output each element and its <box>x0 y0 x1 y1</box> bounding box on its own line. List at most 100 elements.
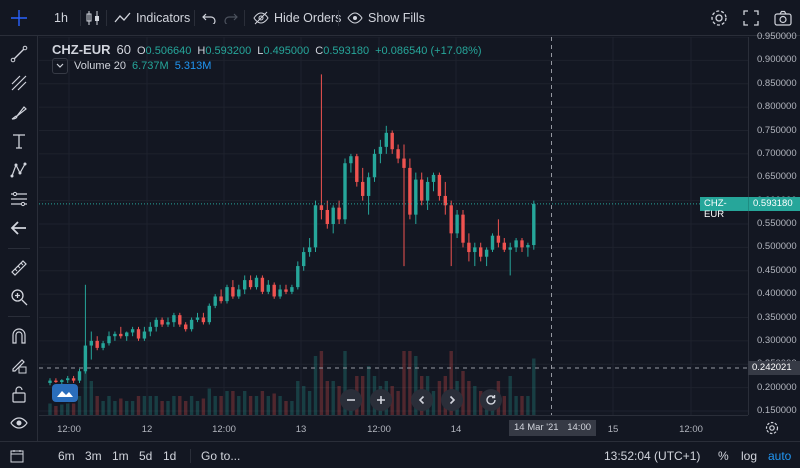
candle-body <box>496 235 501 243</box>
symbol-name[interactable]: CHZ-EUR <box>52 42 111 57</box>
candle-body <box>71 378 76 381</box>
volume-bar <box>296 381 300 415</box>
volume-bar <box>189 396 194 415</box>
fib-retracement-icon[interactable] <box>9 73 29 93</box>
candle-body <box>184 324 188 330</box>
open-key: O <box>136 45 146 57</box>
magnet-icon[interactable] <box>9 326 29 346</box>
indicators-button[interactable]: Indicators <box>114 8 190 28</box>
range-3m-button[interactable]: 3m <box>85 449 102 463</box>
indicators-label: Indicators <box>136 11 191 25</box>
tradingview-logo-icon[interactable] <box>52 384 78 402</box>
show-fills-button[interactable]: Show Fills <box>347 8 425 28</box>
candle-body <box>166 322 170 325</box>
candle-body <box>160 319 164 325</box>
long-position-icon[interactable] <box>9 189 29 209</box>
collapse-legend-button[interactable] <box>52 58 68 74</box>
interval-button[interactable]: 1h <box>54 11 68 25</box>
volume-bar <box>284 401 288 415</box>
volume-bar <box>172 396 176 415</box>
ruler-icon[interactable] <box>9 258 29 278</box>
volume-label[interactable]: Volume 20 <box>74 60 126 72</box>
range-5d-button[interactable]: 5d <box>139 449 153 463</box>
candle-body <box>48 380 52 383</box>
candle-body <box>514 240 518 248</box>
candle-body <box>148 326 152 332</box>
drawing-toolbar <box>0 36 38 468</box>
time-tick-label: 14 <box>450 424 462 435</box>
back-arrow-icon[interactable] <box>9 218 29 238</box>
calendar-icon[interactable] <box>10 449 24 466</box>
visibility-eye-icon[interactable] <box>9 413 29 433</box>
auto-toggle[interactable]: auto <box>768 449 792 463</box>
candle-body <box>532 203 536 246</box>
price-tick-label: 0.650000 <box>757 171 797 183</box>
chevron-right-icon <box>449 395 456 405</box>
candle-body <box>372 153 377 178</box>
zoom-in-icon[interactable] <box>9 287 29 307</box>
settings-gear-icon[interactable] <box>710 8 728 28</box>
brush-icon[interactable] <box>9 102 29 122</box>
candles-chart-type-icon[interactable] <box>86 8 100 28</box>
redo-icon[interactable] <box>224 8 238 28</box>
screenshot-camera-icon[interactable] <box>774 8 792 28</box>
volume-bar <box>178 396 182 415</box>
volume-bar <box>66 403 70 415</box>
candle-body <box>154 319 158 327</box>
volume-bar <box>343 351 347 415</box>
undo-icon[interactable] <box>202 8 216 28</box>
candle-body <box>83 345 88 372</box>
chevron-left-icon <box>418 395 425 405</box>
log-toggle[interactable]: log <box>741 449 758 463</box>
candle-body <box>213 296 217 306</box>
volume-bar <box>502 396 506 415</box>
candle-body <box>207 305 211 323</box>
goto-button[interactable]: Go to... <box>201 449 241 463</box>
zoom-in-button[interactable] <box>370 389 392 411</box>
hide-orders-button[interactable]: Hide Orders <box>253 8 341 28</box>
bottom-toolbar: 6m 3m 1m 5d 1d Go to... 13:52:04 (UTC+1)… <box>0 441 800 468</box>
candle-body <box>136 329 141 339</box>
time-axis[interactable]: 14 Mar '21 14:00 12:00 12 12:00 13 12:00 14 15… <box>39 415 748 440</box>
candle-body <box>231 287 235 297</box>
axis-settings-gear-icon[interactable] <box>765 421 779 440</box>
volume-bar <box>532 358 536 415</box>
candle-body <box>378 146 383 154</box>
percent-toggle[interactable]: % <box>718 449 729 463</box>
volume-bar <box>514 396 518 415</box>
trend-line-icon[interactable] <box>9 44 29 64</box>
price-tick-label: 0.200000 <box>757 381 797 393</box>
range-6m-button[interactable]: 6m <box>58 449 75 463</box>
candle-body <box>443 195 447 206</box>
price-axis[interactable]: 0.950000 0.900000 0.850000 0.800000 0.750000… <box>748 31 800 416</box>
reset-chart-button[interactable] <box>480 389 502 411</box>
candle-body <box>508 247 512 250</box>
crosshair-tool-icon[interactable] <box>10 8 28 28</box>
pattern-tool-icon[interactable] <box>9 160 29 180</box>
clock-timezone[interactable]: 13:52:04 (UTC+1) <box>604 449 701 463</box>
eye-crossed-icon <box>253 11 269 25</box>
lock-icon[interactable] <box>9 384 29 404</box>
range-1d-button[interactable]: 1d <box>163 449 177 463</box>
volume-bar <box>302 386 306 415</box>
price-tick-label: 0.350000 <box>757 311 797 323</box>
zoom-out-button[interactable] <box>340 389 362 411</box>
candle-body <box>396 149 400 159</box>
candle-body <box>355 156 359 182</box>
show-fills-label: Show Fills <box>368 11 425 25</box>
volume-bar <box>184 401 188 415</box>
text-tool-icon[interactable] <box>9 131 29 151</box>
range-1m-button[interactable]: 1m <box>112 449 129 463</box>
candle-body <box>313 205 318 248</box>
candle-body <box>172 315 176 323</box>
fullscreen-icon[interactable] <box>743 8 759 28</box>
ohlc-legend: CHZ-EUR 60 O0.506640 H0.593200 L0.495000… <box>52 42 482 57</box>
candle-body <box>420 179 424 201</box>
last-price-tag: CHZ-EUR 0.593180 <box>700 196 800 220</box>
keep-drawing-icon[interactable] <box>9 355 29 375</box>
scroll-left-button[interactable] <box>411 389 433 411</box>
crosshair-time: 14:00 <box>567 422 592 433</box>
price-chart[interactable] <box>39 37 748 415</box>
volume-bar <box>278 396 282 415</box>
scroll-right-button[interactable] <box>441 389 463 411</box>
